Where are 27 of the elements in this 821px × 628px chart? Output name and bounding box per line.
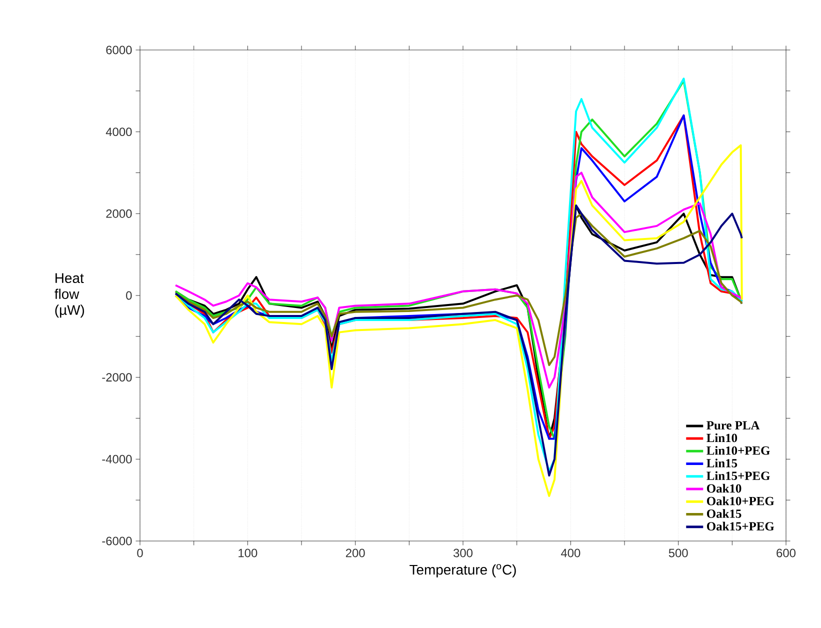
x-tick-label: 500 (668, 548, 688, 558)
y-tick-label: 0 (126, 291, 132, 300)
line-series (174, 172, 743, 389)
legend-label: Lin10 (706, 433, 738, 442)
line-series (174, 212, 743, 366)
x-tick-label: 200 (346, 548, 365, 558)
x-tick-label: 0 (137, 548, 143, 558)
y-tick-label: -4000 (102, 454, 132, 464)
x-tick-label: 400 (560, 548, 580, 558)
y-tick-label: 4000 (106, 128, 132, 136)
x-axis-title: Temperature ($^{o}$C) (410, 564, 516, 578)
y-tick-label: -2000 (102, 373, 132, 382)
y-tick-label: 2000 (106, 209, 132, 218)
legend-label: Pure PLA (706, 421, 760, 430)
x-tick-label: 600 (776, 548, 796, 558)
legend-label: Lin15+PEG (706, 471, 770, 480)
legend-label: Oak10+PEG (706, 496, 774, 506)
legend-label: Lin15 (706, 458, 738, 468)
legend-label: Oak10 (706, 484, 742, 493)
legend-label: Oak15 (706, 509, 742, 518)
x-tick-label: 100 (238, 548, 258, 558)
legend-label: Oak15+PEG (706, 522, 774, 531)
legend-label: Lin10+PEG (706, 446, 770, 455)
y-tick-label: 6000 (106, 46, 132, 54)
x-tick-label: 300 (453, 548, 473, 558)
y-tick-label: -6000 (102, 536, 132, 546)
y-axis-title: Heat flow (µW) (54, 273, 84, 318)
